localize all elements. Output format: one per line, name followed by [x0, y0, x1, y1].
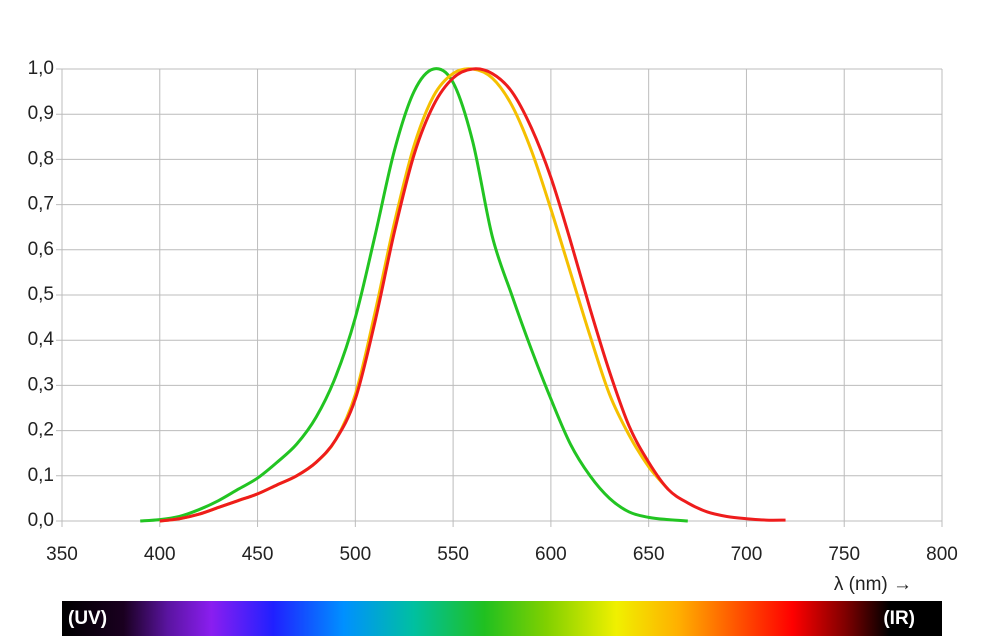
y-tick-label: 0,3 — [28, 374, 54, 395]
y-tick-label: 0,6 — [28, 239, 54, 260]
y-tick-label: 0,7 — [28, 194, 54, 215]
x-tick-label: 500 — [339, 544, 371, 565]
x-tick-label: 550 — [437, 544, 469, 565]
ir-label: (IR) — [883, 608, 915, 629]
y-tick-label: 0,8 — [28, 148, 54, 169]
series-line — [140, 67, 688, 523]
y-tick-label: 0,5 — [28, 284, 54, 305]
x-tick-label: 800 — [926, 544, 958, 565]
x-tick-label: 400 — [144, 544, 176, 565]
uv-label: (UV) — [68, 608, 107, 629]
series-line — [159, 67, 786, 523]
y-tick-label: 0,2 — [28, 420, 54, 441]
x-tick-label: 700 — [731, 544, 763, 565]
x-axis-label: λ (nm) → — [834, 574, 912, 595]
y-tick-label: 0,9 — [28, 103, 54, 124]
spectrum-bar — [62, 601, 942, 636]
y-tick-label: 0,4 — [28, 329, 55, 350]
y-tick-label: 0,0 — [28, 510, 54, 531]
x-tick-label: 350 — [46, 544, 78, 565]
y-tick-label: 0,1 — [28, 465, 54, 486]
x-tick-label: 450 — [242, 544, 274, 565]
y-tick-label: 1,0 — [28, 58, 54, 79]
x-tick-label: 600 — [535, 544, 567, 565]
x-tick-label: 750 — [828, 544, 860, 565]
x-tick-label: 650 — [633, 544, 665, 565]
